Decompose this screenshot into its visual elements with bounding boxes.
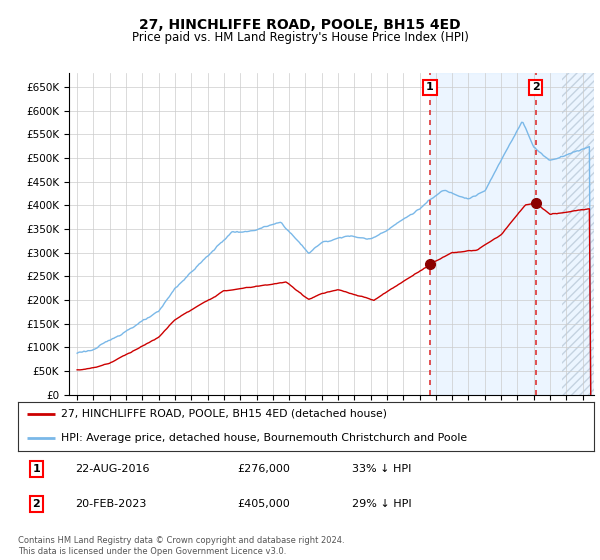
Text: 22-AUG-2016: 22-AUG-2016	[76, 464, 150, 474]
Text: 33% ↓ HPI: 33% ↓ HPI	[352, 464, 412, 474]
Text: Contains HM Land Registry data © Crown copyright and database right 2024.
This d: Contains HM Land Registry data © Crown c…	[18, 536, 344, 556]
Text: Price paid vs. HM Land Registry's House Price Index (HPI): Price paid vs. HM Land Registry's House …	[131, 31, 469, 44]
Bar	[562, 73, 594, 395]
Text: 2: 2	[32, 499, 40, 509]
Text: £276,000: £276,000	[237, 464, 290, 474]
Text: 1: 1	[32, 464, 40, 474]
Text: 20-FEB-2023: 20-FEB-2023	[76, 499, 147, 509]
Text: 29% ↓ HPI: 29% ↓ HPI	[352, 499, 412, 509]
Bar	[562, 73, 594, 395]
Text: 27, HINCHLIFFE ROAD, POOLE, BH15 4ED (detached house): 27, HINCHLIFFE ROAD, POOLE, BH15 4ED (de…	[61, 409, 387, 419]
Text: 27, HINCHLIFFE ROAD, POOLE, BH15 4ED: 27, HINCHLIFFE ROAD, POOLE, BH15 4ED	[139, 17, 461, 31]
Text: 2: 2	[532, 82, 539, 92]
Text: HPI: Average price, detached house, Bournemouth Christchurch and Poole: HPI: Average price, detached house, Bour…	[61, 433, 467, 444]
Text: 1: 1	[426, 82, 434, 92]
Text: £405,000: £405,000	[237, 499, 290, 509]
Bar	[430, 73, 594, 395]
